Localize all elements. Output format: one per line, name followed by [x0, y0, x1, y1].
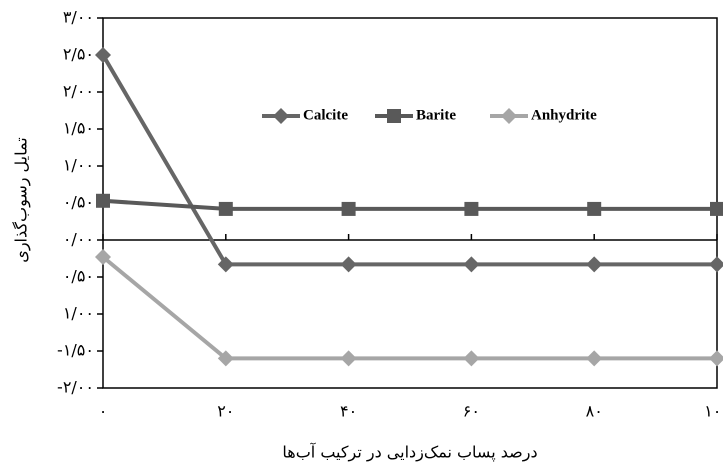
y-tick-label: ۰/۵۰	[63, 267, 94, 286]
data-point	[587, 201, 602, 216]
data-point	[709, 350, 723, 367]
data-point	[710, 201, 723, 216]
x-axis-label: درصد پساب نمک‌زدایی در ترکیب آب‌ها	[282, 443, 537, 463]
data-point	[340, 256, 357, 273]
y-tick-label: ۰/۰۰	[63, 230, 94, 249]
data-point	[464, 201, 479, 216]
legend-label: Calcite	[303, 107, 348, 123]
data-point	[586, 256, 603, 273]
y-tick-label: ۱/۰۰	[63, 156, 94, 175]
y-tick-label: ۰/۵۰	[63, 193, 94, 212]
data-point	[463, 256, 480, 273]
series-line	[101, 255, 717, 361]
x-tick-label: ۸۰	[586, 402, 603, 421]
y-tick-label: ۱/۰۰	[63, 304, 94, 323]
data-point	[218, 201, 233, 216]
x-tick-label: ۴۰	[340, 402, 357, 421]
y-tick-label: ۲/۵۰	[63, 45, 94, 64]
data-point	[709, 256, 723, 273]
y-tick-label: ۲/۰۰	[63, 82, 94, 101]
y-tick-label: ۳/۰۰	[63, 8, 94, 27]
data-point	[217, 350, 234, 367]
y-tick-label: -۱/۵۰	[57, 341, 94, 360]
data-point	[340, 350, 357, 367]
legend-marker	[273, 108, 289, 124]
series-line	[102, 198, 717, 211]
legend-marker	[501, 108, 517, 124]
y-tick-label: -۲/۰۰	[57, 378, 94, 397]
x-tick-label: ۰	[99, 402, 108, 421]
x-tick-label: ۶۰	[463, 402, 480, 421]
data-point	[95, 249, 111, 266]
y-axis-label: تمایل رسوب‌گذاری	[12, 137, 32, 262]
legend-marker	[387, 109, 401, 123]
legend-label: Anhydrite	[531, 107, 597, 123]
x-tick-label: ۲۰	[217, 402, 234, 421]
data-point	[586, 350, 603, 367]
y-tick-label: ۱/۵۰	[63, 119, 94, 138]
data-point	[96, 193, 110, 208]
data-point	[463, 350, 480, 367]
data-point	[217, 256, 234, 273]
series-line	[101, 53, 717, 267]
data-point	[341, 201, 356, 216]
x-tick-label: ۱۰۰	[704, 402, 723, 421]
legend-label: Barite	[416, 107, 456, 123]
data-point	[95, 47, 111, 63]
